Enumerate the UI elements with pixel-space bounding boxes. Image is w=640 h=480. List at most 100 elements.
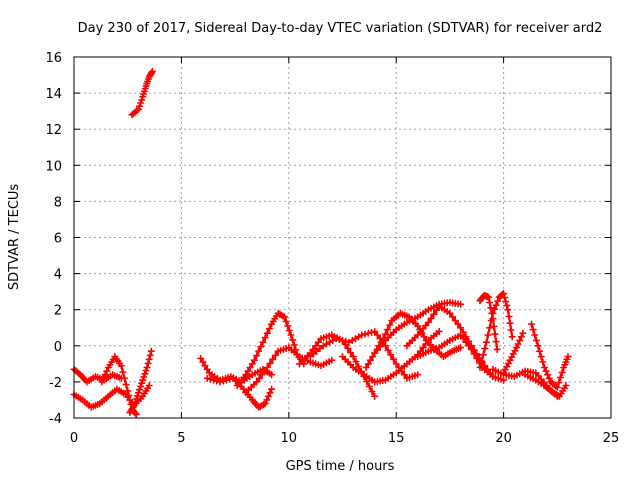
data-point <box>493 345 501 353</box>
data-point <box>338 353 347 361</box>
data-point <box>534 342 542 350</box>
data-point <box>454 320 462 328</box>
x-tick-label: 10 <box>281 431 298 446</box>
data-point <box>248 360 256 368</box>
data-point <box>244 386 253 394</box>
data-point <box>384 346 392 354</box>
data-point <box>478 357 486 365</box>
data-point <box>516 336 524 344</box>
data-point <box>430 345 438 353</box>
data-point <box>411 334 419 342</box>
data-point <box>519 329 527 337</box>
data-point <box>344 358 352 366</box>
data-point <box>403 374 411 382</box>
data-point <box>502 298 510 306</box>
x-tick-label: 15 <box>388 431 405 446</box>
data-point <box>268 385 276 393</box>
data-point <box>201 362 209 370</box>
y-tick-label: 8 <box>54 195 62 210</box>
data-point <box>219 377 227 385</box>
data-point <box>122 381 130 389</box>
series-arc-12 <box>338 327 443 386</box>
data-point <box>457 331 465 339</box>
data-point <box>137 99 145 107</box>
data-point <box>133 392 141 400</box>
y-tick-label: 12 <box>45 123 62 138</box>
data-point <box>462 338 470 346</box>
data-point <box>253 378 261 386</box>
data-point <box>505 312 513 321</box>
data-point <box>226 375 234 383</box>
data-point <box>364 360 372 368</box>
data-point <box>137 382 145 390</box>
data-point <box>134 389 142 397</box>
data-point <box>282 344 290 353</box>
data-point <box>216 378 224 386</box>
data-point <box>408 372 416 381</box>
data-point <box>269 355 277 363</box>
data-point <box>457 300 465 308</box>
data-point <box>529 326 537 334</box>
data-point <box>459 335 467 343</box>
data-point <box>479 351 487 359</box>
data-point <box>491 373 500 381</box>
data-point <box>289 336 297 344</box>
data-point <box>142 367 150 375</box>
data-point <box>403 342 411 350</box>
data-point <box>237 382 245 390</box>
x-tick-label: 5 <box>177 431 185 446</box>
data-point <box>432 344 441 353</box>
data-point <box>341 355 349 363</box>
data-point <box>119 368 127 376</box>
data-point <box>540 363 548 372</box>
data-point <box>309 350 318 358</box>
data-point <box>349 353 357 361</box>
data-point <box>268 371 276 379</box>
data-point <box>197 354 205 362</box>
data-point <box>476 363 484 372</box>
data-point <box>264 392 272 400</box>
data-point <box>257 343 265 351</box>
data-point <box>555 378 563 386</box>
data-point <box>247 383 255 391</box>
series-arc-5 <box>128 67 156 119</box>
data-point <box>392 360 400 368</box>
data-point <box>295 360 304 368</box>
x-tick-label: 25 <box>603 431 620 446</box>
data-point <box>537 353 545 361</box>
data-point <box>489 315 497 323</box>
data-point <box>531 331 539 339</box>
series-arc-4 <box>126 347 155 417</box>
data-point <box>328 356 336 364</box>
data-point <box>457 344 465 352</box>
data-point <box>138 96 146 104</box>
data-point <box>266 389 274 397</box>
data-point <box>206 375 214 383</box>
data-point <box>98 378 106 386</box>
data-point <box>379 339 387 348</box>
data-point <box>384 334 392 342</box>
data-point <box>400 371 408 379</box>
data-point <box>494 374 502 382</box>
data-point <box>126 396 134 404</box>
data-point <box>261 334 269 342</box>
data-series <box>70 67 572 418</box>
data-point <box>373 331 381 339</box>
data-point <box>435 327 443 335</box>
data-point <box>250 381 258 389</box>
data-point <box>144 359 152 367</box>
y-tick-label: -2 <box>49 376 62 391</box>
data-point <box>422 321 430 330</box>
data-point <box>473 354 481 362</box>
data-point <box>467 345 475 353</box>
data-point <box>389 355 398 363</box>
data-point <box>313 347 321 355</box>
y-tick-label: -4 <box>49 412 62 427</box>
data-point <box>451 316 459 325</box>
data-point <box>124 387 132 395</box>
data-point <box>131 398 139 406</box>
data-point <box>263 363 271 372</box>
data-point <box>130 401 138 409</box>
data-point <box>338 336 347 344</box>
data-point <box>261 367 269 375</box>
